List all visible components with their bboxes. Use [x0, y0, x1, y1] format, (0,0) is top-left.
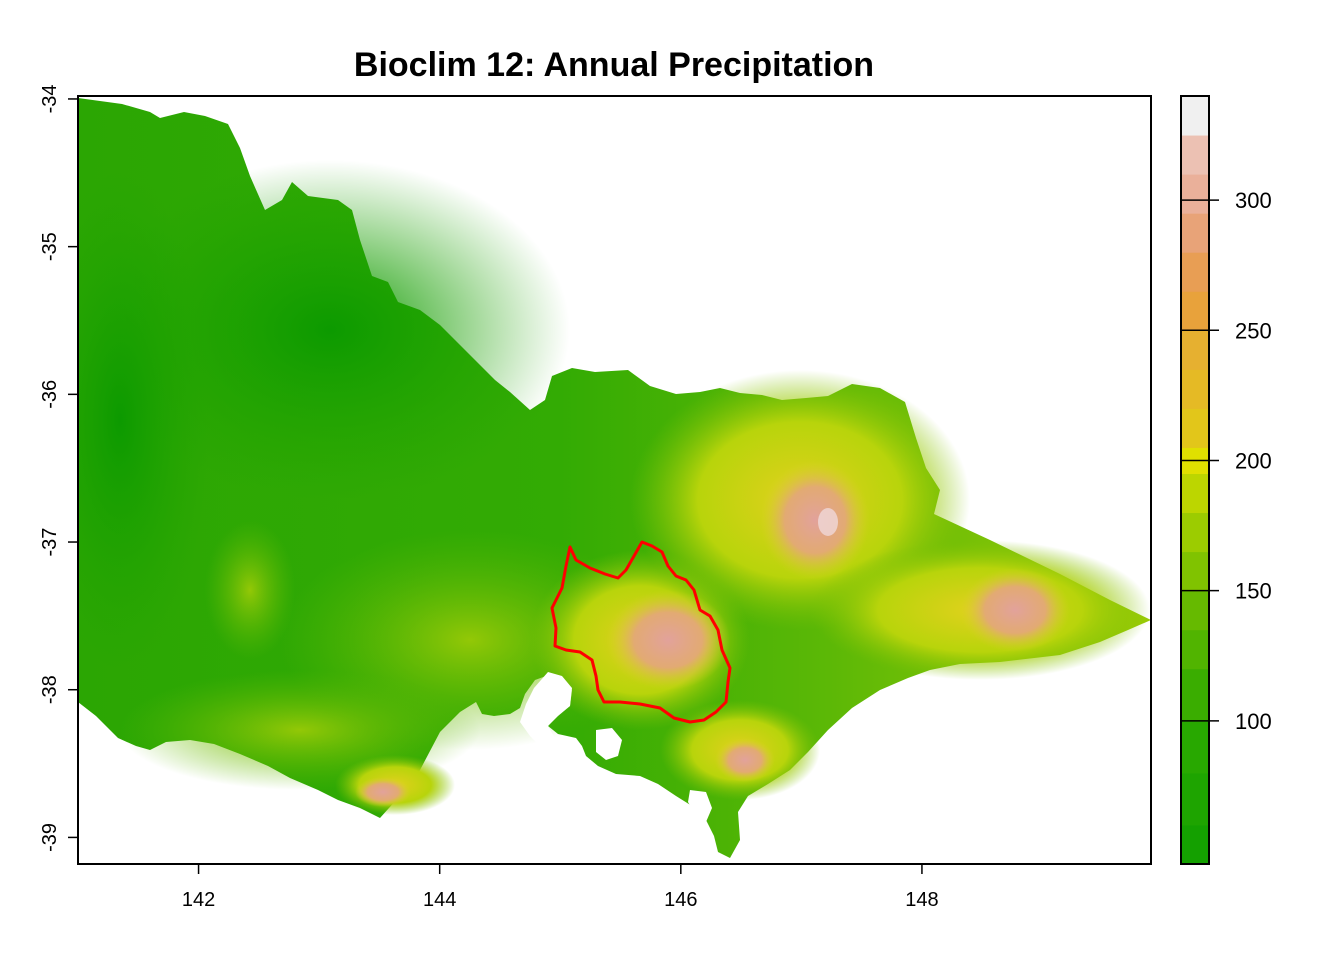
colorbar-bin — [1181, 551, 1209, 592]
western-port — [596, 728, 622, 760]
map-panel — [77, 95, 1152, 865]
colorbar-bin — [1181, 720, 1209, 774]
region-high-alps — [760, 460, 870, 580]
x-axis: 142 144 146 148 — [182, 864, 939, 911]
region-high-otways — [355, 777, 411, 807]
colorbar-ticks: 100 150 200 250 300 — [1181, 188, 1272, 734]
region-high-strzelecki — [715, 738, 775, 782]
region-high-east-gippsland — [960, 568, 1070, 652]
x-tick-label: 142 — [182, 889, 215, 911]
colorbar-bins — [1181, 96, 1209, 865]
colorbar-tick-label: 300 — [1235, 188, 1272, 213]
x-tick-label: 146 — [664, 889, 697, 911]
region-dark-green-north — [90, 160, 570, 500]
precipitation-raster — [78, 98, 1151, 858]
y-tick-label: -39 — [39, 823, 61, 852]
y-tick-label: -35 — [39, 232, 61, 261]
region-light-green-grampians — [205, 520, 295, 660]
x-tick-label: 144 — [423, 889, 456, 911]
colorbar-bin — [1181, 590, 1209, 631]
colorbar-frame — [1180, 95, 1210, 865]
colorbar-tick-label: 100 — [1235, 709, 1272, 734]
y-axis: -34 -35 -36 -37 -38 -39 — [39, 85, 78, 852]
colorbar-tick-label: 150 — [1235, 579, 1272, 604]
colorbar-bin — [1181, 174, 1209, 214]
region-peak-snow — [818, 508, 838, 536]
colorbar-tick-label: 200 — [1235, 448, 1272, 473]
colorbar-bin — [1181, 213, 1209, 253]
region-high-yarra-ranges — [606, 590, 730, 690]
colorbar-bin — [1181, 252, 1209, 292]
colorbar-bin — [1181, 629, 1209, 670]
colorbar-bin — [1181, 668, 1209, 722]
y-tick-label: -37 — [39, 528, 61, 557]
x-tick-label: 148 — [905, 889, 938, 911]
colorbar-bin — [1181, 408, 1209, 448]
colorbar-bin — [1181, 330, 1209, 370]
colorbar-bin — [1181, 135, 1209, 175]
colorbar-bin — [1181, 772, 1209, 826]
y-tick-label: -38 — [39, 675, 61, 704]
colorbar-bin — [1181, 369, 1209, 409]
region-outline — [550, 540, 732, 724]
colorbar-tick-label: 250 — [1235, 318, 1272, 343]
map-title: Bioclim 12: Annual Precipitation — [354, 46, 874, 84]
colorbar-bin — [1181, 473, 1209, 514]
region-dark-green-west — [78, 170, 210, 670]
colorbar-bin — [1181, 512, 1209, 553]
colorbar-bin — [1181, 96, 1209, 136]
south-coast-inlet — [688, 790, 712, 822]
colorbar-bin — [1181, 291, 1209, 331]
y-tick-label: -34 — [39, 85, 61, 114]
plot-frame — [77, 95, 1152, 865]
y-tick-label: -36 — [39, 380, 61, 409]
port-phillip-bay — [520, 672, 586, 766]
colorbar-bin — [1181, 824, 1209, 865]
colorbar-legend: 100 150 200 250 300 — [1180, 95, 1272, 865]
